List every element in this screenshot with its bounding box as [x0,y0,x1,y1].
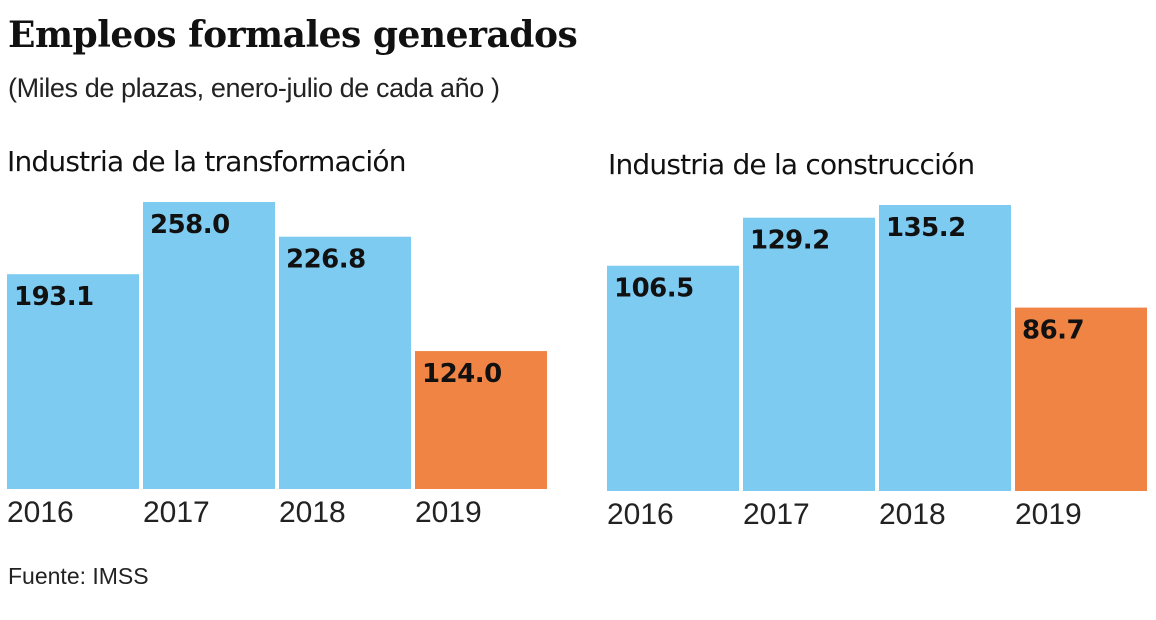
chart-title: Empleos formales generados [8,14,578,56]
chart-panel-transformacion: 193.1 2016 258.0 2017 226.8 2018 124.0 2019 [7,202,547,529]
value-label-transformacion-2016: 193.1 [14,282,94,312]
x-tick-label-transformacion-2016: 2016 [7,496,74,529]
chart-panel-construccion: 106.5 2016 129.2 2017 135.2 2018 86.7 2019 [607,205,1147,531]
bar-construccion-2016 [607,265,739,491]
x-tick-label-construccion-2019: 2019 [1015,498,1082,531]
value-label-construccion-2017: 129.2 [750,226,830,256]
x-tick-label-construccion-2017: 2017 [743,498,810,531]
chart-subtitle: (Miles de plazas, enero-julio de cada añ… [8,73,500,103]
x-tick-label-transformacion-2017: 2017 [143,496,210,529]
value-label-construccion-2016: 106.5 [614,274,694,304]
x-tick-label-transformacion-2018: 2018 [279,496,346,529]
bar-construccion-2018 [879,205,1011,491]
value-label-construccion-2019: 86.7 [1022,316,1084,346]
bar-transformacion-2019 [415,351,547,489]
value-label-transformacion-2017: 258.0 [150,210,230,240]
bar-transformacion-2016 [7,274,139,489]
value-label-transformacion-2018: 226.8 [286,245,366,275]
panel-title-transformacion: Industria de la transformación [7,145,406,178]
x-tick-label-construccion-2016: 2016 [607,498,674,531]
source-note: Fuente: IMSS [8,563,149,589]
bar-transformacion-2018 [279,236,411,489]
value-label-construccion-2018: 135.2 [886,213,966,243]
panel-title-construccion: Industria de la construcción [608,148,975,181]
bar-construccion-2017 [743,217,875,491]
x-tick-label-construccion-2018: 2018 [879,498,946,531]
bar-construccion-2019 [1015,307,1147,491]
value-label-transformacion-2019: 124.0 [422,359,502,389]
x-tick-label-transformacion-2019: 2019 [415,496,482,529]
bar-transformacion-2017 [143,202,275,489]
